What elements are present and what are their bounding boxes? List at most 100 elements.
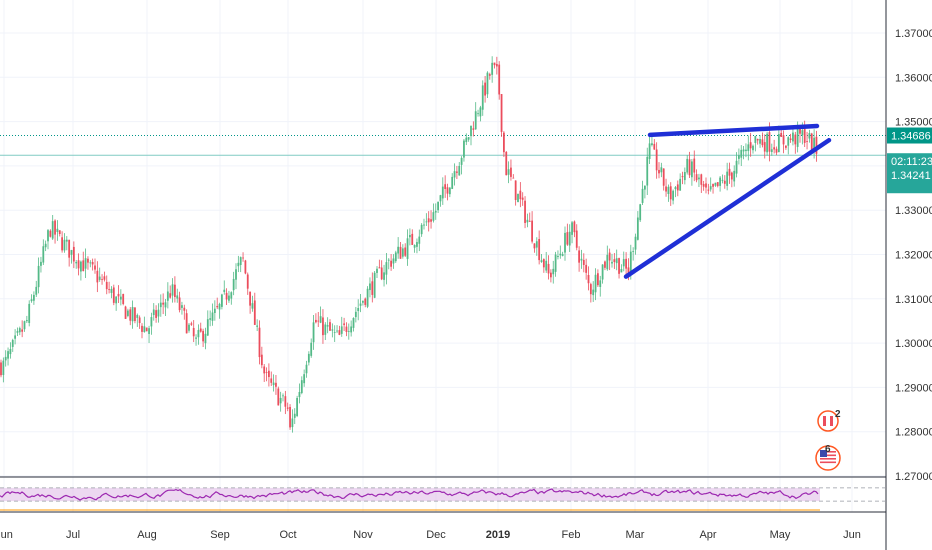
candle-body <box>667 186 670 194</box>
candle-body <box>18 328 21 333</box>
event-count: 6 <box>825 444 831 455</box>
trendline-upper[interactable] <box>647 123 820 138</box>
candle-body <box>319 316 322 323</box>
candle-body <box>528 220 531 222</box>
time-tick-label: Aug <box>137 529 157 541</box>
trendline-lower[interactable] <box>623 137 832 279</box>
candle-body <box>808 133 811 139</box>
candle-body <box>470 125 472 137</box>
candle-body <box>209 318 212 320</box>
price-tags: 1.34686 02:11:23 1.34241 <box>887 127 932 194</box>
candle-body <box>119 296 122 300</box>
candle-body <box>152 309 155 316</box>
candle-body <box>303 374 306 384</box>
us-flag-event[interactable]: 6 <box>815 444 841 471</box>
candle-body <box>491 62 494 75</box>
candle-body <box>33 294 35 301</box>
candle-body <box>533 243 536 249</box>
candle-body <box>411 233 414 245</box>
candle-body <box>129 309 132 321</box>
candle-body <box>58 230 61 234</box>
candle-body <box>232 278 235 291</box>
candle-body <box>719 177 721 186</box>
canada-flag-event[interactable]: 2 <box>817 409 841 432</box>
candle-body <box>761 139 764 146</box>
candle-body <box>324 324 327 335</box>
candle-body <box>620 269 623 273</box>
candle-body <box>98 276 101 280</box>
trendline-drawings[interactable] <box>623 123 832 279</box>
candle-body <box>68 239 71 258</box>
candle-body <box>742 149 745 152</box>
candle-body <box>557 256 559 258</box>
candle-body <box>373 272 376 298</box>
candle-body <box>359 303 362 306</box>
candle-body <box>300 380 303 394</box>
candle-body <box>646 156 649 186</box>
candle-body <box>792 132 794 142</box>
time-axis[interactable]: Jun Jul Aug Sep Oct Nov Dec 2019 Feb Mar Apr May Jun <box>0 529 861 541</box>
candle-body <box>44 243 47 248</box>
candle-body <box>122 294 125 304</box>
candle-body <box>221 294 223 307</box>
candle-body <box>159 302 162 308</box>
candle-body <box>801 130 804 136</box>
candle-body <box>615 258 618 264</box>
candle-body <box>728 168 731 176</box>
candle-body <box>644 185 646 190</box>
canada-flag-stripe <box>826 416 830 426</box>
candle-body <box>101 278 103 280</box>
candle-body <box>277 388 280 406</box>
candle-body <box>434 210 437 213</box>
candle-body <box>636 217 639 240</box>
candle-body <box>230 292 233 299</box>
candle-body <box>427 218 430 223</box>
candle-body <box>474 111 477 130</box>
rsi-pane[interactable] <box>0 487 886 511</box>
candle-body <box>190 323 193 325</box>
candle-body <box>500 94 503 132</box>
candle-body <box>604 261 606 268</box>
candle-body <box>223 289 226 293</box>
candle-body <box>531 220 533 242</box>
candle-body <box>138 317 141 324</box>
event-markers[interactable]: 26 <box>815 409 841 471</box>
candle-body <box>89 262 92 264</box>
candle-body <box>9 348 12 355</box>
candle-body <box>437 201 439 211</box>
candle-body <box>148 328 150 334</box>
candle-body <box>418 236 421 244</box>
us-flag-stripe <box>820 458 836 460</box>
candle-body <box>47 230 49 242</box>
event-count: 2 <box>835 409 841 420</box>
candle-body <box>550 272 552 278</box>
candle-body <box>251 303 254 309</box>
candle-body <box>216 306 219 308</box>
candle-body <box>651 143 653 146</box>
rsi-line <box>0 488 819 501</box>
candle-body <box>249 291 251 306</box>
time-tick-label: Oct <box>279 529 296 541</box>
candle-body <box>460 157 463 165</box>
candle-body <box>7 351 9 359</box>
candle-body <box>362 300 364 303</box>
candle-body <box>796 127 799 147</box>
candle-body <box>72 246 75 262</box>
candle-body <box>648 143 651 159</box>
candle-body <box>413 245 416 248</box>
candle-body <box>218 303 221 310</box>
candle-body <box>738 155 740 159</box>
candle-body <box>785 145 787 148</box>
candle-body <box>378 267 381 269</box>
candle-body <box>185 313 188 334</box>
candle-body <box>747 144 750 152</box>
candle-body <box>756 138 759 141</box>
candle-body <box>695 174 698 181</box>
candle-body <box>143 326 146 333</box>
candle-body <box>312 322 315 343</box>
candle-body <box>310 342 313 356</box>
candle-body <box>510 167 512 177</box>
candle-body <box>124 306 127 319</box>
